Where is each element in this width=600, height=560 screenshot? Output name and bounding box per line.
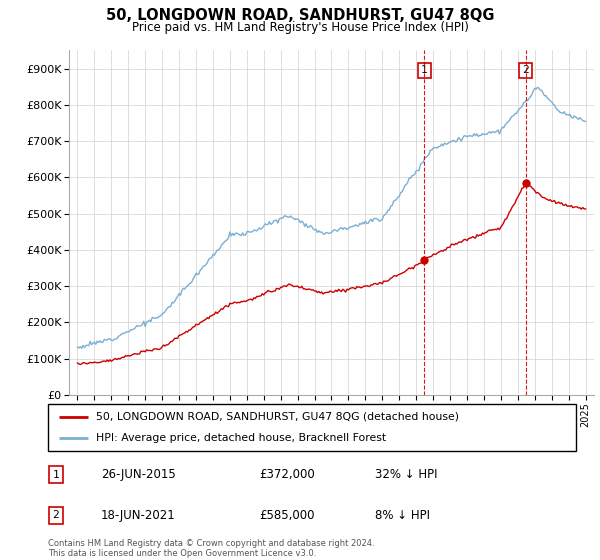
Text: HPI: Average price, detached house, Bracknell Forest: HPI: Average price, detached house, Brac… — [95, 433, 386, 444]
Text: Price paid vs. HM Land Registry's House Price Index (HPI): Price paid vs. HM Land Registry's House … — [131, 21, 469, 34]
Text: Contains HM Land Registry data © Crown copyright and database right 2024.
This d: Contains HM Land Registry data © Crown c… — [48, 539, 374, 558]
Text: 50, LONGDOWN ROAD, SANDHURST, GU47 8QG (detached house): 50, LONGDOWN ROAD, SANDHURST, GU47 8QG (… — [95, 412, 458, 422]
Text: 50, LONGDOWN ROAD, SANDHURST, GU47 8QG: 50, LONGDOWN ROAD, SANDHURST, GU47 8QG — [106, 8, 494, 24]
Text: 1: 1 — [421, 66, 428, 76]
Text: 26-JUN-2015: 26-JUN-2015 — [101, 468, 176, 481]
Text: 1: 1 — [53, 470, 59, 479]
Text: 8% ↓ HPI: 8% ↓ HPI — [376, 509, 430, 522]
Text: 32% ↓ HPI: 32% ↓ HPI — [376, 468, 438, 481]
Text: £585,000: £585,000 — [259, 509, 315, 522]
Text: 2: 2 — [53, 511, 59, 520]
Text: 2: 2 — [522, 66, 529, 76]
Text: £372,000: £372,000 — [259, 468, 315, 481]
Text: 18-JUN-2021: 18-JUN-2021 — [101, 509, 176, 522]
